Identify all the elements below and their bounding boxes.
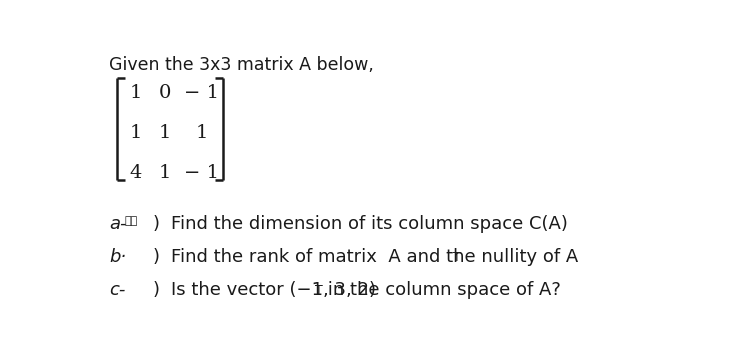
Text: a-: a- (109, 215, 127, 233)
Text: Find the dimension of its column space C(A): Find the dimension of its column space C… (171, 215, 568, 233)
Text: ): ) (154, 248, 166, 266)
Text: − 1: − 1 (184, 84, 219, 102)
Text: Given the 3x3 matrix A below,: Given the 3x3 matrix A below, (109, 56, 374, 74)
Text: 1: 1 (195, 124, 208, 142)
Text: ): ) (154, 281, 166, 299)
Text: Is the vector (−1, 3, 2): Is the vector (−1, 3, 2) (171, 281, 376, 299)
Text: ˹˹: ˹˹ (125, 216, 138, 226)
Text: 1: 1 (159, 164, 171, 182)
Text: T: T (315, 284, 323, 297)
Text: Find the rank of matrix  A and the nullity of A: Find the rank of matrix A and the nullit… (171, 248, 578, 266)
Text: 1: 1 (159, 124, 171, 142)
Text: 0: 0 (159, 84, 171, 102)
Text: − 1: − 1 (184, 164, 219, 182)
Text: 1: 1 (130, 124, 142, 142)
Text: 1: 1 (130, 84, 142, 102)
Text: in the column space of A?: in the column space of A? (322, 281, 561, 299)
Text: b·: b· (109, 248, 127, 266)
Text: T: T (453, 251, 461, 264)
Text: 4: 4 (130, 164, 142, 182)
Text: ): ) (154, 215, 166, 233)
Text: c-: c- (109, 281, 126, 299)
